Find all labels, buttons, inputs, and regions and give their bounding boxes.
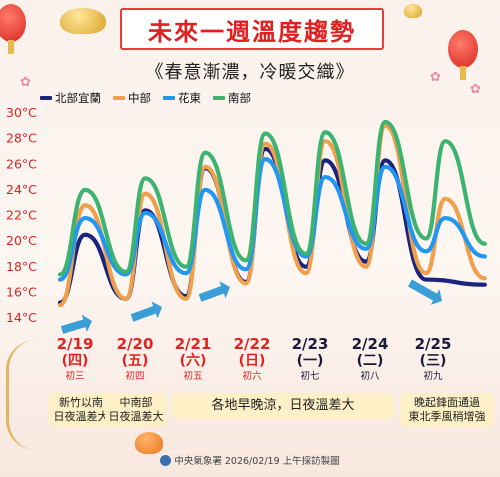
page-title: 未來一週溫度趨勢 xyxy=(120,8,384,50)
x-tick-day: 2/24 (二) 初八 xyxy=(340,336,400,384)
x-tick-lunar: 初三 xyxy=(65,371,85,382)
legend-swatch xyxy=(213,96,225,100)
note-text: 中南部 xyxy=(119,396,153,409)
x-tick-day: 2/23 (一) 初七 xyxy=(280,336,340,384)
x-tick-weekday: (日) xyxy=(238,353,266,369)
arrow-shape xyxy=(408,279,442,305)
coin-decoration xyxy=(404,4,422,18)
subtitle: 《春意漸濃，冷暖交織》 xyxy=(145,62,355,83)
note-text: 日夜溫差大 xyxy=(108,410,164,423)
x-tick-day: 2/22 (日) 初六 xyxy=(222,336,282,384)
note-middle: 各地早晚涼，日夜溫差大 xyxy=(172,393,394,419)
blossom-decoration: ✿ xyxy=(20,75,31,90)
legend-label: 北部宜蘭 xyxy=(55,91,101,105)
x-tick-date: 2/22 xyxy=(233,335,271,353)
blossom-decoration: ✿ xyxy=(430,70,441,85)
x-tick-weekday: (三) xyxy=(419,353,447,369)
trend-arrow-icon xyxy=(408,279,442,305)
x-tick-day: 2/21 (六) 初五 xyxy=(163,336,223,384)
legend-item-east: 花東 xyxy=(163,90,201,106)
legend: 北部宜蘭 中部 花東 南部 xyxy=(40,90,251,106)
trend-arrow-icon xyxy=(130,301,163,322)
note-text: 東北季風稍增強 xyxy=(408,410,486,423)
legend-label: 花東 xyxy=(178,91,201,105)
y-tick-label: 28°C xyxy=(6,131,37,146)
y-tick-label: 16°C xyxy=(6,284,37,299)
gold-ribbon-decoration xyxy=(6,340,53,450)
y-tick-label: 26°C xyxy=(6,156,37,171)
note-text: 晚起鋒面通過 xyxy=(414,396,480,409)
x-tick-weekday: (四) xyxy=(61,353,89,369)
legend-swatch xyxy=(40,96,52,100)
x-tick-lunar: 初六 xyxy=(242,371,262,382)
legend-item-north: 北部宜蘭 xyxy=(40,90,101,106)
legend-swatch xyxy=(163,96,175,100)
series-line xyxy=(57,146,487,305)
note-text: 新竹以南 xyxy=(59,396,103,409)
x-tick-lunar: 初八 xyxy=(360,371,380,382)
footer-text: 中央氣象署 2026/02/19 上午採訪製圖 xyxy=(174,456,340,467)
legend-item-south: 南部 xyxy=(213,90,251,106)
note-day7: 晚起鋒面通過 東北季風稍增強 xyxy=(400,393,494,427)
note-day1: 新竹以南 日夜溫差大 xyxy=(48,393,114,427)
series-line xyxy=(57,119,487,277)
x-tick-date: 2/19 xyxy=(56,335,94,353)
x-tick-day: 2/19 (四) 初三 xyxy=(45,336,105,384)
legend-label: 南部 xyxy=(228,91,251,105)
legend-label: 中部 xyxy=(128,91,151,105)
lantern-left-decoration xyxy=(0,4,26,54)
x-tick-weekday: (二) xyxy=(356,353,384,369)
blossom-decoration: ✿ xyxy=(470,82,481,97)
gold-ingot-decoration xyxy=(60,8,106,34)
x-tick-lunar: 初四 xyxy=(125,371,145,382)
legend-item-central: 中部 xyxy=(113,90,151,106)
note-text: 日夜溫差大 xyxy=(53,410,109,423)
y-tick-label: 24°C xyxy=(6,182,37,197)
x-tick-date: 2/20 xyxy=(116,335,154,353)
y-tick-label: 20°C xyxy=(6,233,37,248)
x-tick-date: 2/24 xyxy=(351,335,389,353)
x-tick-date: 2/21 xyxy=(174,335,212,353)
note-day2: 中南部 日夜溫差大 xyxy=(105,393,167,427)
legend-swatch xyxy=(113,96,125,100)
x-tick-lunar: 初七 xyxy=(300,371,320,382)
y-tick-label: 14°C xyxy=(6,310,37,325)
date-axis: 2/19 (四) 初三 2/20 (五) 初四 2/21 (六) 初五 2/22 (日) 初六 2/23… xyxy=(0,336,500,396)
x-tick-lunar: 初九 xyxy=(423,371,443,382)
arrow-shape xyxy=(60,314,92,334)
x-tick-day: 2/20 (五) 初四 xyxy=(105,336,165,384)
footer-credit: 中央氣象署 2026/02/19 上午採訪製圖 xyxy=(0,453,500,467)
trend-arrow-icon xyxy=(198,281,231,302)
trend-arrow-icon xyxy=(60,314,92,334)
x-tick-lunar: 初五 xyxy=(183,371,203,382)
y-tick-label: 30°C xyxy=(6,105,37,120)
series-line xyxy=(57,157,487,282)
orange-decoration xyxy=(135,432,163,454)
arrow-shape xyxy=(130,301,163,322)
cwa-logo-icon xyxy=(160,455,172,466)
arrow-shape xyxy=(198,281,231,302)
lantern-right-decoration xyxy=(448,30,478,80)
x-tick-weekday: (一) xyxy=(296,353,324,369)
x-tick-weekday: (六) xyxy=(179,353,207,369)
y-tick-label: 22°C xyxy=(6,208,37,223)
x-tick-date: 2/23 xyxy=(291,335,329,353)
note-text: 各地早晚涼，日夜溫差大 xyxy=(211,398,355,413)
y-tick-label: 18°C xyxy=(6,259,37,274)
x-tick-date: 2/25 xyxy=(414,335,452,353)
x-tick-weekday: (五) xyxy=(121,353,149,369)
x-tick-day: 2/25 (三) 初九 xyxy=(403,336,463,384)
